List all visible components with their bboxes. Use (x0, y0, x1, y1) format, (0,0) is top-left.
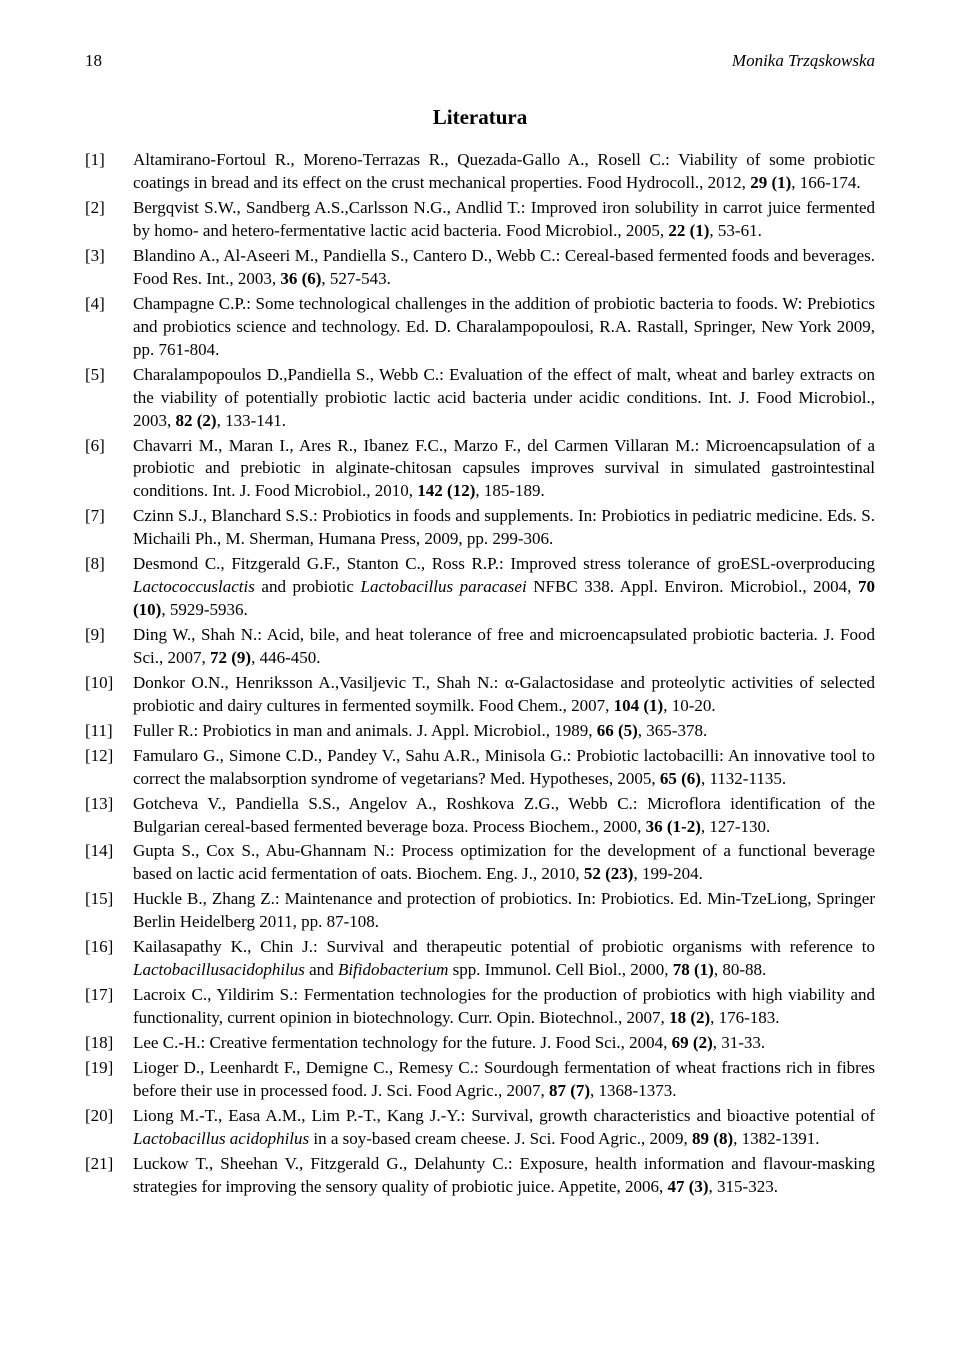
reference-text: Czinn S.J., Blanchard S.S.: Probiotics i… (133, 505, 875, 551)
reference-key: [15] (85, 888, 133, 934)
reference-text: Liong M.-T., Easa A.M., Lim P.-T., Kang … (133, 1105, 875, 1151)
author-header: Monika Trząskowska (732, 50, 875, 73)
reference-text: Luckow T., Sheehan V., Fitzgerald G., De… (133, 1153, 875, 1199)
reference-text: Donkor O.N., Henriksson A.,Vasiljevic T.… (133, 672, 875, 718)
reference-key: [19] (85, 1057, 133, 1103)
reference-key: [3] (85, 245, 133, 291)
reference-text: Huckle B., Zhang Z.: Maintenance and pro… (133, 888, 875, 934)
reference-entry: [7]Czinn S.J., Blanchard S.S.: Probiotic… (85, 505, 875, 551)
reference-key: [1] (85, 149, 133, 195)
reference-text: Chavarri M., Maran I., Ares R., Ibanez F… (133, 435, 875, 504)
section-heading: Literatura (85, 103, 875, 131)
reference-entry: [12]Famularo G., Simone C.D., Pandey V.,… (85, 745, 875, 791)
reference-entry: [5]Charalampopoulos D.,Pandiella S., Web… (85, 364, 875, 433)
reference-entry: [17]Lacroix C., Yildirim S.: Fermentatio… (85, 984, 875, 1030)
reference-key: [10] (85, 672, 133, 718)
page-number: 18 (85, 50, 102, 73)
reference-entry: [16]Kailasapathy K., Chin J.: Survival a… (85, 936, 875, 982)
reference-entry: [21]Luckow T., Sheehan V., Fitzgerald G.… (85, 1153, 875, 1199)
page-header: 18 Monika Trząskowska (85, 50, 875, 73)
reference-key: [16] (85, 936, 133, 982)
reference-text: Champagne C.P.: Some technological chall… (133, 293, 875, 362)
reference-key: [18] (85, 1032, 133, 1055)
reference-entry: [8]Desmond C., Fitzgerald G.F., Stanton … (85, 553, 875, 622)
reference-entry: [11]Fuller R.: Probiotics in man and ani… (85, 720, 875, 743)
reference-key: [11] (85, 720, 133, 743)
reference-text: Fuller R.: Probiotics in man and animals… (133, 720, 875, 743)
reference-key: [20] (85, 1105, 133, 1151)
reference-entry: [20]Liong M.-T., Easa A.M., Lim P.-T., K… (85, 1105, 875, 1151)
reference-entry: [1]Altamirano-Fortoul R., Moreno-Terraza… (85, 149, 875, 195)
reference-text: Lee C.-H.: Creative fermentation technol… (133, 1032, 875, 1055)
reference-key: [14] (85, 840, 133, 886)
reference-key: [13] (85, 793, 133, 839)
reference-entry: [15]Huckle B., Zhang Z.: Maintenance and… (85, 888, 875, 934)
reference-text: Blandino A., Al-Aseeri M., Pandiella S.,… (133, 245, 875, 291)
reference-entry: [9]Ding W., Shah N.: Acid, bile, and hea… (85, 624, 875, 670)
reference-entry: [19]Lioger D., Leenhardt F., Demigne C.,… (85, 1057, 875, 1103)
reference-text: Desmond C., Fitzgerald G.F., Stanton C.,… (133, 553, 875, 622)
reference-entry: [18]Lee C.-H.: Creative fermentation tec… (85, 1032, 875, 1055)
reference-text: Gotcheva V., Pandiella S.S., Angelov A.,… (133, 793, 875, 839)
reference-key: [8] (85, 553, 133, 622)
reference-entry: [10]Donkor O.N., Henriksson A.,Vasiljevi… (85, 672, 875, 718)
reference-entry: [6]Chavarri M., Maran I., Ares R., Ibane… (85, 435, 875, 504)
reference-key: [4] (85, 293, 133, 362)
reference-text: Gupta S., Cox S., Abu-Ghannam N.: Proces… (133, 840, 875, 886)
reference-key: [12] (85, 745, 133, 791)
reference-text: Lioger D., Leenhardt F., Demigne C., Rem… (133, 1057, 875, 1103)
reference-text: Ding W., Shah N.: Acid, bile, and heat t… (133, 624, 875, 670)
reference-key: [5] (85, 364, 133, 433)
reference-entry: [14]Gupta S., Cox S., Abu-Ghannam N.: Pr… (85, 840, 875, 886)
references-list: [1]Altamirano-Fortoul R., Moreno-Terraza… (85, 149, 875, 1198)
reference-entry: [13]Gotcheva V., Pandiella S.S., Angelov… (85, 793, 875, 839)
reference-entry: [3]Blandino A., Al-Aseeri M., Pandiella … (85, 245, 875, 291)
reference-text: Altamirano-Fortoul R., Moreno-Terrazas R… (133, 149, 875, 195)
reference-text: Lacroix C., Yildirim S.: Fermentation te… (133, 984, 875, 1030)
reference-key: [7] (85, 505, 133, 551)
reference-key: [9] (85, 624, 133, 670)
reference-entry: [4]Champagne C.P.: Some technological ch… (85, 293, 875, 362)
reference-key: [2] (85, 197, 133, 243)
reference-key: [21] (85, 1153, 133, 1199)
reference-entry: [2]Bergqvist S.W., Sandberg A.S.,Carlsso… (85, 197, 875, 243)
reference-text: Famularo G., Simone C.D., Pandey V., Sah… (133, 745, 875, 791)
reference-text: Bergqvist S.W., Sandberg A.S.,Carlsson N… (133, 197, 875, 243)
reference-key: [6] (85, 435, 133, 504)
reference-text: Kailasapathy K., Chin J.: Survival and t… (133, 936, 875, 982)
reference-text: Charalampopoulos D.,Pandiella S., Webb C… (133, 364, 875, 433)
reference-key: [17] (85, 984, 133, 1030)
